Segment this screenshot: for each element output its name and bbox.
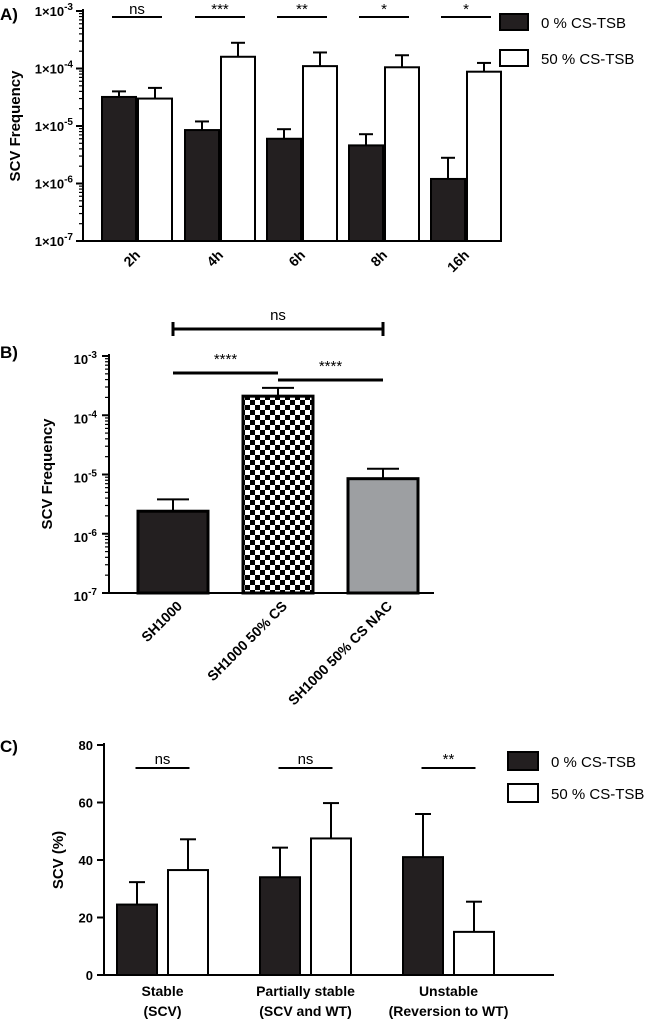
panel-a-x-tick-label: 4h (203, 247, 226, 270)
panel-b-x-tick-label: SH1000 (138, 598, 185, 645)
panel-a-significance-label: * (381, 1, 387, 18)
panel-a-significance-label: *** (211, 1, 229, 18)
panel-c-x-tick-label: Partially stable (256, 983, 355, 999)
panel-a: A) 1×10-7 1×10-6 1×10-5 1×10-4 1×10-3 SCV Freq… (0, 1, 634, 275)
panel-c-y-tick-label: 60 (79, 796, 93, 811)
panel-a-bar-cs0 (348, 144, 384, 242)
panel-a-label: A) (0, 5, 18, 24)
panel-a-y-axis-label: SCV Frequency (7, 70, 24, 182)
panel-a-y-tick-label: 1×10-7 (35, 232, 74, 249)
panel-b-y-tick-label: 10-4 (74, 409, 98, 426)
legend-label-cs50: 50 % CS-TSB (551, 786, 644, 803)
panel-b-y-tick-label: 10-3 (74, 350, 98, 367)
panel-c-x-tick-label: (SCV and WT) (259, 1003, 352, 1019)
panel-a-y-tick-label: 1×10-6 (35, 175, 74, 192)
panel-a-y-tick-label: 1×10-3 (35, 2, 74, 19)
panel-b-bar (346, 477, 420, 595)
panel-c-y-tick-label: 80 (79, 738, 93, 753)
panel-c-significance-label: ** (443, 751, 455, 768)
panel-c-bar-cs50 (453, 930, 495, 976)
panel-c-x-tick-label: (SCV) (143, 1003, 181, 1019)
panel-b-y-tick-label: 10-7 (74, 587, 98, 604)
panel-a-x-tick-label: 6h (285, 247, 308, 270)
panel-b-label: B) (0, 343, 18, 362)
legend-swatch-cs0 (507, 751, 539, 771)
panel-a-bar-cs0 (101, 95, 137, 242)
panel-c-significance-label: ns (155, 751, 171, 768)
panel-c-y-tick-label: 40 (79, 853, 93, 868)
panel-c: C) 0 20 40 60 80 SCV (%) ns Stable (SCV) ns Partial… (0, 737, 644, 1019)
panel-a-x-tick-label: 16h (444, 247, 472, 275)
panel-b-bar (241, 394, 315, 595)
panel-a-bar-cs0 (184, 129, 220, 242)
panel-b-x-tick-label: SH1000 50% CS (204, 598, 290, 684)
panel-a-significance-label: * (463, 1, 469, 18)
panel-c-bar-cs0 (402, 856, 444, 976)
panel-b-comparison-label: **** (214, 351, 238, 368)
panel-c-x-tick-label: Stable (141, 983, 183, 999)
legend-label-cs50: 50 % CS-TSB (541, 51, 634, 68)
panel-b: B) 10-7 10-6 10-5 10-4 10-3 SCV Frequency SH100… (0, 307, 434, 708)
panel-a-bar-cs50 (220, 55, 256, 242)
legend-swatch-cs50 (499, 49, 529, 67)
panel-b-y-axis-label: SCV Frequency (39, 418, 56, 530)
panel-a-bar-cs50 (466, 70, 502, 242)
panel-a-significance-label: ns (129, 1, 145, 18)
panel-c-bar-cs0 (116, 903, 158, 976)
panel-c-label: C) (0, 737, 18, 756)
panel-a-bar-cs50 (384, 66, 420, 242)
panel-c-x-tick-label: (Reversion to WT) (389, 1003, 509, 1019)
panel-a-bar-cs0 (430, 177, 466, 243)
panel-b-comparison-label: **** (319, 358, 343, 375)
panel-a-y-tick-label: 1×10-4 (35, 60, 74, 77)
panel-c-y-tick-label: 0 (86, 968, 93, 983)
panel-c-y-axis-label: SCV (%) (50, 831, 67, 889)
panel-a-bar-cs50 (302, 65, 338, 242)
panel-c-bar-cs50 (310, 837, 352, 976)
panel-a-x-tick-label: 8h (367, 247, 390, 270)
panel-c-bar-cs50 (167, 869, 209, 976)
panel-a-y-tick-label: 1×10-5 (35, 117, 74, 134)
panel-c-bar-cs0 (259, 876, 301, 976)
panel-b-y-tick-label: 10-5 (74, 469, 98, 486)
panel-a-bar-cs0 (266, 137, 302, 242)
panel-b-bar (136, 509, 210, 595)
panel-c-y-tick-label: 20 (79, 911, 93, 926)
panel-b-x-tick-label: SH1000 50% CS NAC (285, 598, 395, 708)
legend-label-cs0: 0 % CS-TSB (551, 754, 636, 771)
panel-c-significance-label: ns (298, 751, 314, 768)
legend-swatch-cs0 (499, 13, 529, 31)
panel-a-significance-label: ** (296, 1, 308, 18)
panel-a-x-tick-label: 2h (120, 247, 143, 270)
panel-a-bar-cs50 (137, 97, 173, 243)
legend-label-cs0: 0 % CS-TSB (541, 15, 626, 32)
legend-swatch-cs50 (507, 783, 539, 803)
panel-b-comparison-label: ns (270, 307, 286, 324)
panel-c-x-tick-label: Unstable (419, 983, 478, 999)
panel-b-y-tick-label: 10-6 (74, 528, 98, 545)
